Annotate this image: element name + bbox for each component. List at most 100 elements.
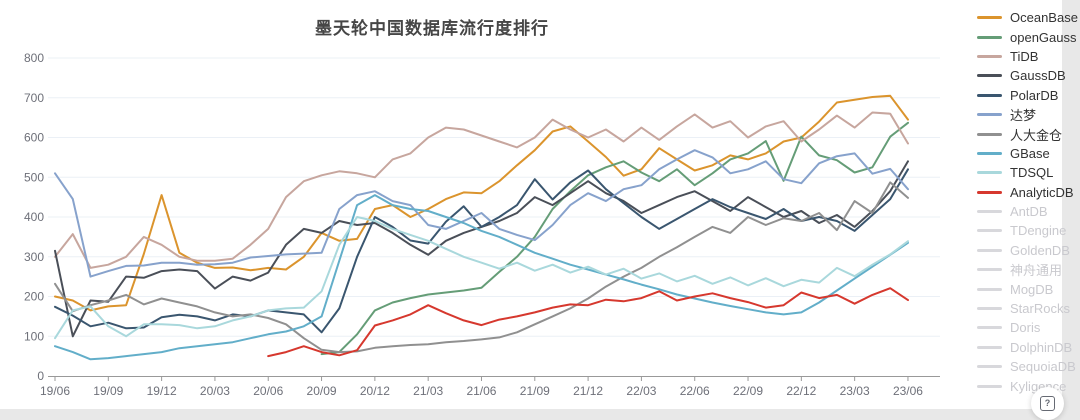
legend-item-GoldenDB[interactable]: GoldenDB bbox=[977, 241, 1077, 260]
legend-item-神舟通用[interactable]: 神舟通用 bbox=[977, 260, 1077, 279]
y-tick-label: 800 bbox=[24, 51, 44, 65]
legend-item-label: MogDB bbox=[1010, 281, 1054, 297]
legend-line-swatch bbox=[977, 74, 1002, 78]
legend-item-StarRocks[interactable]: StarRocks bbox=[977, 299, 1077, 318]
legend-line-swatch bbox=[977, 210, 1002, 214]
legend-item-label: TDengine bbox=[1010, 223, 1067, 239]
legend-line-swatch bbox=[977, 35, 1002, 39]
x-tick-label: 20/12 bbox=[360, 384, 390, 398]
x-tick-label: 20/09 bbox=[307, 384, 337, 398]
legend-item-label: DolphinDB bbox=[1010, 339, 1073, 355]
legend-item-label: 达梦 bbox=[1010, 108, 1037, 124]
series-line-PolarDB bbox=[54, 168, 909, 334]
legend-item-label: TDSQL bbox=[1010, 165, 1054, 181]
legend-item-TiDB[interactable]: TiDB bbox=[977, 47, 1077, 66]
series-line-GBase bbox=[54, 194, 909, 361]
y-tick-label: 200 bbox=[24, 290, 44, 304]
x-tick-label: 19/09 bbox=[93, 384, 123, 398]
legend-item-Doris[interactable]: Doris bbox=[977, 318, 1077, 337]
x-tick-label: 22/06 bbox=[680, 384, 710, 398]
legend-line-swatch bbox=[977, 248, 1002, 252]
chart-title: 墨天轮中国数据库流行度排行 bbox=[315, 19, 549, 38]
y-tick-label: 300 bbox=[24, 250, 44, 264]
legend-item-label: openGauss bbox=[1010, 29, 1077, 45]
popularity-line-chart: 0 100 200 300 400 500 600 700 800 19/06 19/09 19/12… bbox=[24, 51, 940, 398]
series-line-TDSQL bbox=[54, 216, 909, 340]
y-axis-labels: 0 100 200 300 400 500 600 700 800 bbox=[24, 51, 44, 383]
x-tick-label: 23/06 bbox=[893, 384, 923, 398]
x-tick-label: 22/03 bbox=[626, 384, 656, 398]
series-line-OceanBase bbox=[54, 94, 909, 312]
x-tick-label: 20/06 bbox=[253, 384, 283, 398]
series-line-TiDB bbox=[54, 111, 909, 269]
chart-card: 墨天轮中国数据库流行度排行 0 100 200 300 400 500 600 700 800 1… bbox=[0, 0, 1078, 409]
legend-item-label: TiDB bbox=[1010, 48, 1039, 64]
legend-item-label: PolarDB bbox=[1010, 87, 1059, 103]
legend-item-达梦[interactable]: 达梦 bbox=[977, 105, 1077, 124]
legend-line-swatch bbox=[977, 113, 1002, 117]
legend-item-TDSQL[interactable]: TDSQL bbox=[977, 163, 1077, 182]
legend-item-Kyligence[interactable]: Kyligence bbox=[977, 376, 1077, 395]
legend-line-swatch bbox=[977, 268, 1002, 272]
legend-line-swatch bbox=[977, 384, 1002, 388]
legend-item-label: SequoiaDB bbox=[1010, 359, 1076, 375]
legend-line-swatch bbox=[977, 365, 1002, 369]
x-tick-label: 22/12 bbox=[786, 384, 816, 398]
series-line-达梦 bbox=[54, 149, 909, 278]
legend-item-openGauss[interactable]: openGauss bbox=[977, 27, 1077, 46]
x-tick-label: 21/12 bbox=[573, 384, 603, 398]
legend-line-swatch bbox=[977, 151, 1002, 155]
x-axis-labels: 19/06 19/09 19/12 20/03 20/06 20/09 20/12 21/03… bbox=[40, 384, 923, 398]
legend-line-swatch bbox=[977, 16, 1002, 20]
legend-item-DolphinDB[interactable]: DolphinDB bbox=[977, 338, 1077, 357]
legend-item-label: GBase bbox=[1010, 145, 1050, 161]
legend-line-swatch bbox=[977, 326, 1002, 330]
boxed-question-mark-icon: ? bbox=[1040, 396, 1055, 411]
chart-legend: OceanBase openGauss TiDB GaussDB PolarDB 达梦 人大… bbox=[977, 8, 1078, 396]
legend-line-swatch bbox=[977, 93, 1002, 97]
x-tick-label: 22/09 bbox=[733, 384, 763, 398]
x-tick-label: 23/03 bbox=[840, 384, 870, 398]
legend-item-SequoiaDB[interactable]: SequoiaDB bbox=[977, 357, 1077, 376]
legend-item-label: 神舟通用 bbox=[1010, 263, 1063, 279]
legend-item-label: Doris bbox=[1010, 320, 1041, 336]
legend-line-swatch bbox=[977, 132, 1002, 136]
legend-item-人大金仓[interactable]: 人大金仓 bbox=[977, 124, 1077, 143]
help-button[interactable]: ? bbox=[1031, 387, 1064, 420]
x-tick-label: 19/06 bbox=[40, 384, 70, 398]
legend-item-GaussDB[interactable]: GaussDB bbox=[977, 66, 1077, 85]
legend-line-swatch bbox=[977, 287, 1002, 291]
legend-line-swatch bbox=[977, 190, 1002, 194]
x-tick-label: 20/03 bbox=[200, 384, 230, 398]
y-tick-label: 100 bbox=[24, 329, 44, 343]
legend-line-swatch bbox=[977, 345, 1002, 349]
x-axis bbox=[48, 376, 940, 381]
legend-item-label: GoldenDB bbox=[1010, 242, 1070, 258]
legend-item-label: GaussDB bbox=[1010, 68, 1066, 84]
x-tick-label: 21/09 bbox=[520, 384, 550, 398]
y-tick-label: 700 bbox=[24, 91, 44, 105]
series-line-openGauss bbox=[320, 121, 909, 356]
legend-line-swatch bbox=[977, 229, 1002, 233]
legend-item-label: AntDB bbox=[1010, 204, 1048, 220]
legend-item-GBase[interactable]: GBase bbox=[977, 144, 1077, 163]
legend-item-MogDB[interactable]: MogDB bbox=[977, 279, 1077, 298]
legend-item-OceanBase[interactable]: OceanBase bbox=[977, 8, 1078, 27]
x-tick-label: 21/06 bbox=[466, 384, 496, 398]
y-tick-label: 500 bbox=[24, 170, 44, 184]
legend-item-TDengine[interactable]: TDengine bbox=[977, 221, 1077, 240]
x-tick-label: 19/12 bbox=[147, 384, 177, 398]
series-line-人大金仓 bbox=[54, 181, 909, 354]
legend-line-swatch bbox=[977, 54, 1002, 58]
series-line-AnalyticDB bbox=[267, 287, 909, 358]
legend-item-PolarDB[interactable]: PolarDB bbox=[977, 86, 1077, 105]
series-line-GaussDB bbox=[54, 160, 909, 338]
legend-line-swatch bbox=[977, 171, 1002, 175]
legend-item-label: OceanBase bbox=[1010, 10, 1078, 26]
legend-line-swatch bbox=[977, 307, 1002, 311]
legend-item-AntDB[interactable]: AntDB bbox=[977, 202, 1077, 221]
legend-item-label: StarRocks bbox=[1010, 301, 1070, 317]
series-lines bbox=[54, 94, 909, 361]
legend-item-AnalyticDB[interactable]: AnalyticDB bbox=[977, 183, 1077, 202]
y-tick-label: 0 bbox=[37, 369, 44, 383]
